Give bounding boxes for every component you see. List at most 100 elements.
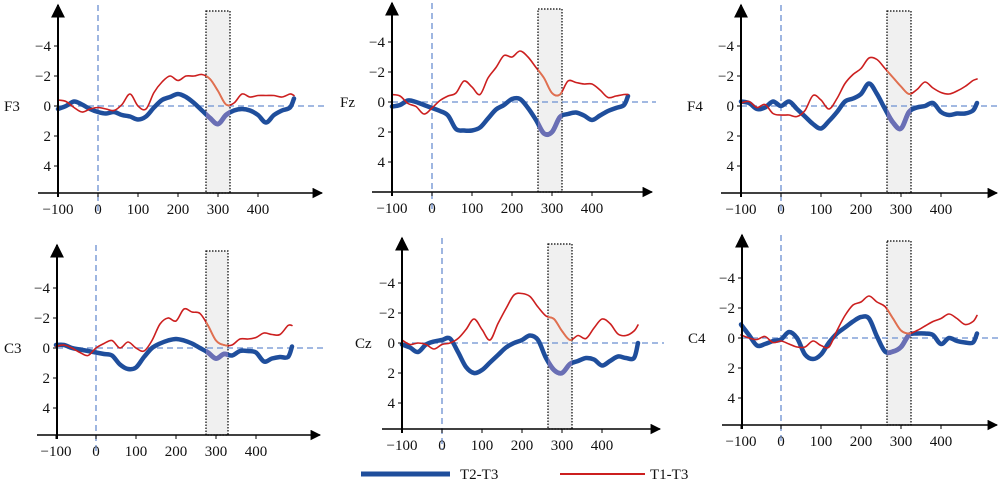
x-tick-label: 100 (127, 202, 150, 218)
y-tick-label: 4 (727, 159, 735, 175)
series-line-t1-t3 (740, 295, 978, 349)
panel-c3: −4 −2 0 2 4 −100 0 100 200 300 400 C3 (4, 243, 324, 460)
x-tick-label: 0 (92, 444, 100, 460)
y-tick-label: −2 (35, 69, 51, 85)
highlight-window (205, 10, 231, 194)
y-tick-label: −4 (35, 39, 51, 55)
channel-label: Cz (355, 336, 372, 352)
channel-label: F4 (687, 99, 703, 115)
x-tick-label: 300 (205, 444, 228, 460)
series-line-t2-t3 (738, 314, 980, 362)
y-tick-label: −2 (34, 311, 50, 327)
y-tick-label: 2 (43, 371, 51, 387)
x-tick-label: 0 (777, 202, 785, 218)
series-line-t1-t3 (55, 307, 293, 357)
y-tick-label: 4 (43, 401, 51, 417)
y-tick-label: 0 (388, 336, 396, 352)
y-tick-label: 2 (728, 361, 736, 377)
x-tick-label: 400 (930, 434, 953, 450)
series-line-t2-t3 (399, 333, 641, 376)
x-tick-label: 400 (245, 444, 268, 460)
panel-fz: −4 −2 0 2 4 −100 0 100 200 300 400 Fz (340, 1, 656, 217)
x-tick-label: 0 (438, 438, 446, 454)
x-tick-label: 300 (890, 434, 913, 450)
y-tick-label: 2 (378, 125, 386, 141)
y-tick-label: −2 (718, 69, 734, 85)
x-tick-label: 300 (890, 202, 913, 218)
x-tick-label: 200 (850, 202, 873, 218)
highlight-window (886, 10, 912, 194)
x-tick-label: 300 (551, 438, 574, 454)
x-tick-label: 300 (541, 201, 564, 217)
x-tick-label: 0 (428, 201, 436, 217)
x-tick-label: 200 (167, 202, 190, 218)
x-tick-label: 300 (207, 202, 230, 218)
x-tick-label: 200 (511, 438, 534, 454)
channel-label: Fz (340, 95, 355, 111)
x-tick-label: 400 (247, 202, 270, 218)
highlight-window (537, 8, 563, 193)
y-tick-label: 0 (378, 95, 386, 111)
y-tick-label: −4 (369, 35, 385, 51)
panel-f4: −4 −2 0 2 4 −100 0 100 200 300 400 F4 (687, 3, 1000, 218)
x-tick-label: −100 (726, 202, 757, 218)
series-line-t2-t3 (53, 336, 295, 372)
x-tick-label: −100 (43, 202, 74, 218)
y-tick-label: −2 (379, 306, 395, 322)
y-tick-label: −4 (379, 276, 395, 292)
y-tick-label: −2 (719, 301, 735, 317)
legend: T2-T3 T1-T3 (361, 467, 688, 481)
series-line-t1-t3 (57, 73, 295, 113)
x-tick-label: 100 (471, 438, 494, 454)
y-tick-label: 4 (388, 396, 396, 412)
y-tick-label: 0 (727, 99, 735, 115)
series-line-t1-t3 (740, 56, 978, 118)
highlight-window (547, 243, 573, 430)
legend-label-t1-t3: T1-T3 (650, 467, 688, 481)
y-tick-label: −4 (34, 281, 50, 297)
y-tick-label: 2 (44, 129, 52, 145)
series-line-t2-t3 (55, 91, 297, 127)
y-tick-label: 0 (43, 341, 51, 357)
y-tick-label: −4 (719, 271, 735, 287)
y-tick-label: 4 (728, 391, 736, 407)
highlight-window (205, 250, 229, 436)
y-tick-label: −2 (369, 65, 385, 81)
x-tick-label: 100 (125, 444, 148, 460)
series-line-t1-t3 (391, 50, 629, 115)
series-line-t2-t3 (738, 81, 980, 132)
y-tick-label: 2 (727, 129, 735, 145)
x-tick-label: −100 (377, 201, 408, 217)
x-tick-label: 100 (461, 201, 484, 217)
channel-label: F3 (4, 99, 20, 115)
series-window-segment-t1-t3 (887, 69, 911, 95)
x-tick-label: 400 (930, 202, 953, 218)
x-tick-label: 200 (850, 434, 873, 450)
x-tick-label: 100 (810, 434, 833, 450)
panel-c4: −4 −2 0 2 4 −100 0 100 200 300 400 C4 (688, 233, 1000, 450)
series-line-t1-t3 (401, 292, 639, 350)
y-tick-label: −4 (718, 39, 734, 55)
x-tick-label: 400 (581, 201, 604, 217)
y-tick-label: 4 (378, 155, 386, 171)
x-tick-label: 200 (165, 444, 188, 460)
y-tick-label: 4 (44, 159, 52, 175)
x-tick-label: −100 (41, 444, 72, 460)
legend-label-t2-t3: T2-T3 (460, 467, 498, 481)
channel-label: C4 (688, 331, 706, 347)
x-tick-label: 200 (501, 201, 524, 217)
panel-cz: −4 −2 0 2 4 −100 0 100 200 300 400 Cz (355, 236, 664, 454)
y-tick-label: 0 (44, 99, 52, 115)
y-tick-label: 2 (388, 366, 396, 382)
channel-label: C3 (4, 341, 22, 357)
x-tick-label: 400 (591, 438, 614, 454)
y-tick-label: 0 (728, 331, 736, 347)
x-tick-label: −100 (726, 434, 757, 450)
x-tick-label: 0 (94, 202, 102, 218)
x-tick-label: 0 (777, 434, 785, 450)
x-tick-label: −100 (387, 438, 418, 454)
panel-f3: −4 −2 0 2 4 −100 0 100 200 300 400 F3 (4, 3, 326, 218)
x-tick-label: 100 (810, 202, 833, 218)
